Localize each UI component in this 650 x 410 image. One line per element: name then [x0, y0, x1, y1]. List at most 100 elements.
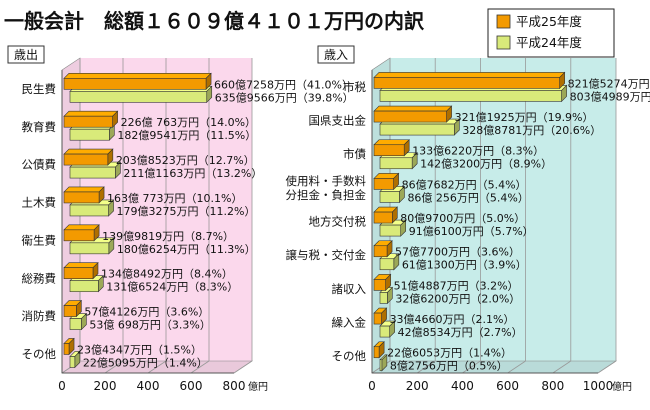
bar-front-face — [379, 359, 383, 372]
gridline-floor — [552, 360, 572, 374]
bar-front-face — [69, 356, 76, 368]
bar-front-face — [63, 229, 95, 242]
x-tick-label: 200 — [406, 379, 429, 393]
data-label-2012: 32億6200万円（2.0%） — [395, 292, 520, 305]
data-label-2012: 53億 698万円（3.3%） — [89, 319, 210, 332]
bar-front-face — [63, 191, 100, 204]
category-label: 国県支出金 — [309, 114, 367, 128]
x-tick-label: 200 — [94, 379, 117, 393]
data-label-2013: 226億 763万円（14.0%） — [121, 116, 256, 129]
data-label-2013: 57億7700万円（3.6%） — [395, 246, 520, 259]
bar-front-face — [63, 115, 113, 128]
category-label: 消防費 — [22, 309, 57, 323]
gridline-floor — [462, 360, 481, 374]
category-label: 諸収入 — [332, 282, 367, 296]
data-label-2012: 803億4989万円（50.3%） — [570, 90, 650, 103]
category-label: 市税 — [343, 80, 366, 94]
bar-2013 — [63, 299, 83, 318]
bar-front-face — [69, 91, 208, 103]
data-label-2012: 635億9566万円（39.8%） — [215, 91, 354, 104]
data-label-2013: 23億4347万円（1.5%） — [77, 343, 202, 356]
x-tick-label: 800 — [223, 379, 246, 393]
bar-front-face — [69, 204, 109, 217]
bar-top-face — [373, 72, 566, 78]
bar-2013 — [373, 172, 400, 191]
data-label-2012: 211億1163万円（13.2%） — [123, 167, 262, 180]
gridline-floor — [190, 360, 210, 374]
bar-front-face — [379, 258, 395, 271]
category-label: 教育費 — [22, 120, 57, 134]
panel-tag-label: 歳出 — [14, 48, 38, 62]
panel-tag-label: 歳入 — [324, 48, 348, 62]
category-label: 分担金・負担金 — [286, 188, 367, 202]
x-tick-label: 800 — [541, 379, 564, 393]
bar-front-face — [373, 77, 560, 89]
bar-2013 — [63, 72, 212, 91]
bar-2013 — [373, 139, 410, 157]
bar-2013 — [63, 186, 105, 204]
bar-front-face — [379, 123, 455, 136]
plot-area — [372, 58, 616, 373]
legend-swatch — [496, 14, 511, 29]
bar-2013 — [373, 71, 566, 90]
expenditure-panel: 歳出 0 200 400 600 800 億円 民生費 660億7258万円（41.0%）635… — [7, 45, 354, 393]
bar-front-face — [63, 153, 109, 166]
legend-label: 平成24年度 — [516, 35, 582, 50]
bar-top-face — [373, 139, 410, 146]
x-tick-label: 600 — [496, 379, 519, 393]
bar-front-face — [379, 292, 388, 304]
bar-2013 — [63, 110, 119, 128]
data-label-2013: 821億5274万円（51.1%） — [568, 77, 650, 90]
bar-front-face — [379, 157, 413, 170]
data-label-2012: 22億5095万円（1.4%） — [83, 356, 208, 369]
bar-2012 — [379, 320, 396, 338]
gridline-floor — [416, 360, 436, 374]
panel-tag-box — [317, 45, 355, 64]
bar-front-face — [379, 325, 390, 338]
category-label: その他 — [22, 347, 57, 361]
bar-front-face — [373, 245, 388, 258]
bar-2013 — [63, 337, 75, 356]
bar-2013 — [63, 261, 99, 280]
data-label-2013: 321億1925万円（19.9%） — [455, 111, 594, 124]
bar-front-face — [379, 191, 400, 203]
bar-front-face — [373, 144, 405, 157]
bar-front-face — [63, 267, 94, 280]
data-label-2012: 182億9541万円（11.5%） — [117, 129, 256, 142]
bar-front-face — [63, 343, 70, 355]
data-label-2012: 42億8534万円（2.7%） — [398, 326, 523, 339]
data-label-2013: 660億7258万円（41.0%） — [214, 78, 353, 91]
bar-2013 — [373, 105, 453, 123]
legend-label: 平成25年度 — [516, 14, 582, 29]
x-tick-label: 400 — [451, 379, 474, 393]
category-label: 繰入金 — [332, 316, 367, 330]
data-label-2012: 61億1300万円（3.9%） — [402, 259, 527, 272]
x-tick-label: 400 — [137, 379, 160, 393]
data-label-2013: 86億7682万円（5.4%） — [402, 178, 527, 191]
bar-front-face — [69, 128, 110, 141]
data-label-2013: 22億6053万円（1.4%） — [387, 347, 512, 360]
bar-top-face — [63, 224, 100, 231]
bar-front-face — [63, 305, 77, 317]
category-label: 地方交付税 — [309, 215, 367, 229]
category-label: 公債費 — [22, 158, 57, 172]
category-label: 民生費 — [22, 82, 57, 96]
data-label-2012: 91億6100万円（5.7%） — [409, 225, 534, 238]
panel-tag-box — [7, 45, 45, 64]
bar-front-face — [69, 280, 99, 293]
x-tick-label: 1000 — [583, 379, 614, 393]
bar-front-face — [379, 90, 562, 102]
bar-front-face — [379, 224, 402, 237]
data-label-2013: 203億8523万円（12.7%） — [116, 154, 255, 167]
data-label-2012: 131億6524万円（8.3%） — [106, 281, 238, 294]
category-label: 譲与税・交付金 — [286, 248, 367, 262]
bar-front-face — [69, 318, 82, 330]
bar-2013 — [373, 307, 388, 325]
gridline-floor — [104, 360, 124, 374]
bar-2013 — [373, 273, 392, 292]
bar-front-face — [373, 211, 393, 224]
unit-label: 億円 — [612, 380, 632, 393]
x-tick-label: 0 — [58, 379, 66, 393]
data-label-2012: 180億6254万円（11.3%） — [117, 243, 256, 256]
